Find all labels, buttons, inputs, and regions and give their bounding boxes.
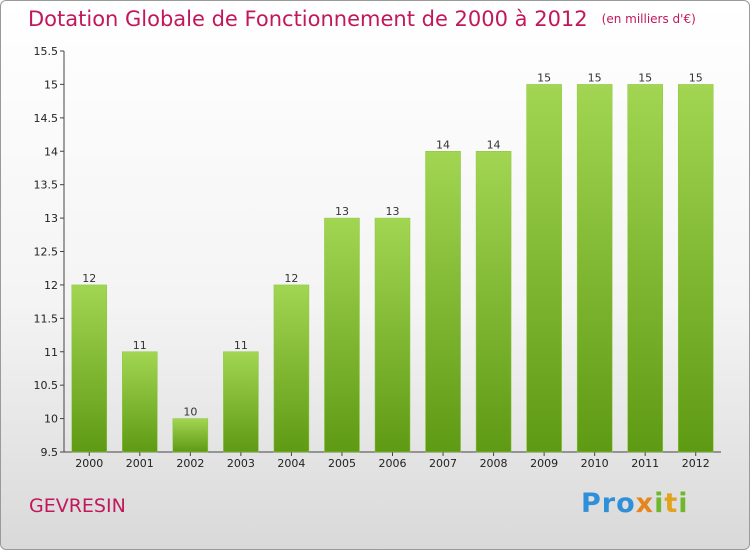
value-label: 15 (638, 71, 652, 84)
town-name: GEVRESIN (29, 495, 126, 517)
x-tick-label: 2008 (480, 457, 508, 470)
y-tick-label: 12.5 (34, 246, 59, 259)
y-tick-label: 15.5 (34, 45, 59, 58)
x-tick-label: 2001 (126, 457, 154, 470)
bar-2011 (627, 84, 663, 453)
value-label: 12 (82, 272, 96, 285)
value-label: 11 (133, 339, 147, 352)
value-label: 12 (284, 272, 298, 285)
y-tick-label: 14 (44, 145, 58, 158)
y-tick-label: 14.5 (34, 112, 59, 125)
x-tick-label: 2002 (176, 457, 204, 470)
x-tick-label: 2007 (429, 457, 457, 470)
bar-2004 (273, 284, 310, 453)
x-tick-label: 2011 (631, 457, 659, 470)
value-label: 14 (436, 138, 450, 151)
value-label: 15 (689, 71, 703, 84)
x-tick-label: 2003 (227, 457, 255, 470)
x-tick-label: 2000 (75, 457, 103, 470)
bar-2001 (122, 351, 158, 453)
x-tick-label: 2009 (530, 457, 558, 470)
y-tick-label: 10.5 (34, 379, 59, 392)
bar-2009 (526, 84, 562, 453)
value-label: 15 (588, 71, 602, 84)
x-tick-label: 2006 (379, 457, 407, 470)
bar-2005 (324, 217, 360, 453)
y-tick-label: 15 (44, 78, 58, 91)
title-text: Dotation Globale de Fonctionnement de 20… (28, 7, 588, 31)
x-tick-label: 2004 (277, 457, 305, 470)
x-tick-label: 2005 (328, 457, 356, 470)
y-tick-label: 9.5 (41, 446, 59, 459)
bar-2000 (71, 284, 108, 453)
bar-2008 (475, 151, 512, 453)
bar-2006 (374, 217, 411, 453)
bar-2002 (172, 418, 209, 453)
value-label: 14 (487, 138, 501, 151)
y-tick-label: 13 (44, 212, 58, 225)
y-tick-label: 11 (44, 346, 58, 359)
value-label: 10 (183, 406, 197, 419)
unit-text: (en milliers d'€) (601, 12, 696, 26)
x-tick-label: 2012 (682, 457, 710, 470)
value-label: 13 (335, 205, 349, 218)
y-tick-label: 10 (44, 413, 58, 426)
value-label: 13 (386, 205, 400, 218)
proxiti-logo[interactable]: Proxiti (581, 488, 689, 519)
value-label: 15 (537, 71, 551, 84)
y-tick-label: 13.5 (34, 179, 59, 192)
chart-title: Dotation Globale de Fonctionnement de 20… (28, 7, 696, 31)
bar-2010 (576, 84, 613, 453)
y-tick-label: 11.5 (34, 312, 59, 325)
bar-2012 (677, 84, 714, 453)
value-label: 11 (234, 339, 248, 352)
bar-2007 (425, 151, 461, 453)
x-tick-label: 2010 (581, 457, 609, 470)
bar-2003 (223, 351, 259, 453)
y-tick-label: 12 (44, 279, 58, 292)
